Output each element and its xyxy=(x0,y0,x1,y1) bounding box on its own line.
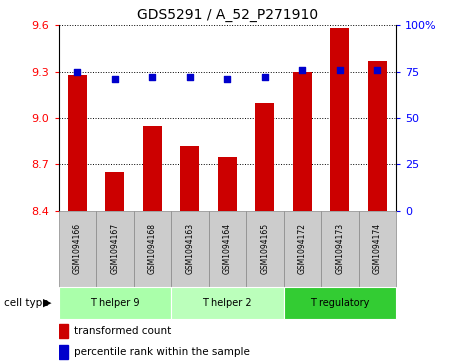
FancyBboxPatch shape xyxy=(208,211,246,287)
Text: GSM1094164: GSM1094164 xyxy=(223,223,232,274)
Text: cell type: cell type xyxy=(4,298,49,308)
Point xyxy=(261,74,268,80)
Point xyxy=(186,74,194,80)
FancyBboxPatch shape xyxy=(134,211,171,287)
Bar xyxy=(368,61,387,211)
Point xyxy=(111,76,118,82)
Text: ▶: ▶ xyxy=(43,298,51,308)
FancyBboxPatch shape xyxy=(284,211,321,287)
Text: GSM1094173: GSM1094173 xyxy=(335,223,344,274)
Point xyxy=(336,67,343,73)
Bar xyxy=(330,28,349,211)
FancyBboxPatch shape xyxy=(96,211,134,287)
FancyBboxPatch shape xyxy=(284,287,396,319)
Point xyxy=(74,69,81,75)
Text: percentile rank within the sample: percentile rank within the sample xyxy=(74,347,250,357)
Text: T helper 2: T helper 2 xyxy=(202,298,252,308)
Point xyxy=(224,76,231,82)
FancyBboxPatch shape xyxy=(246,211,284,287)
Point xyxy=(299,67,306,73)
Point xyxy=(148,74,156,80)
Bar xyxy=(68,75,86,211)
Text: transformed count: transformed count xyxy=(74,326,171,336)
Text: GSM1094167: GSM1094167 xyxy=(110,223,119,274)
Bar xyxy=(256,102,274,211)
FancyBboxPatch shape xyxy=(359,211,396,287)
Bar xyxy=(293,72,311,211)
Bar xyxy=(58,345,68,359)
Bar xyxy=(58,324,68,338)
Title: GDS5291 / A_52_P271910: GDS5291 / A_52_P271910 xyxy=(137,8,318,22)
Text: T helper 9: T helper 9 xyxy=(90,298,140,308)
Point xyxy=(374,67,381,73)
Bar xyxy=(218,156,237,211)
FancyBboxPatch shape xyxy=(58,211,96,287)
FancyBboxPatch shape xyxy=(171,211,208,287)
Bar xyxy=(105,172,124,211)
Text: GSM1094163: GSM1094163 xyxy=(185,223,194,274)
Text: T regulatory: T regulatory xyxy=(310,298,369,308)
Text: GSM1094172: GSM1094172 xyxy=(298,223,307,274)
Bar xyxy=(143,126,162,211)
FancyBboxPatch shape xyxy=(58,287,171,319)
Text: GSM1094168: GSM1094168 xyxy=(148,223,157,274)
Text: GSM1094165: GSM1094165 xyxy=(260,223,269,274)
Text: GSM1094166: GSM1094166 xyxy=(73,223,82,274)
FancyBboxPatch shape xyxy=(321,211,359,287)
FancyBboxPatch shape xyxy=(171,287,284,319)
Bar xyxy=(180,146,199,211)
Text: GSM1094174: GSM1094174 xyxy=(373,223,382,274)
